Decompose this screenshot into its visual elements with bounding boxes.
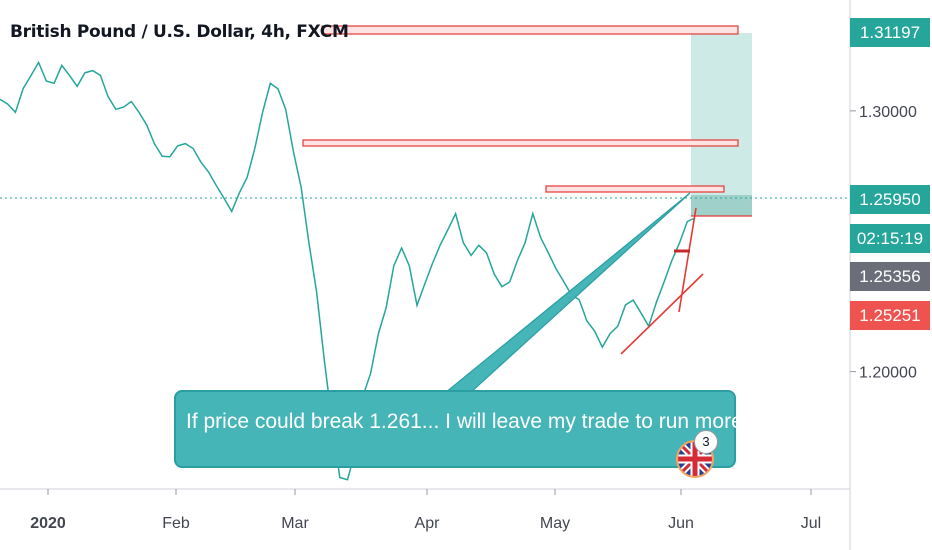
time-tick-label: Mar	[281, 515, 309, 532]
price-tick-label: 1.20000	[859, 365, 917, 382]
resistance-zone-current	[545, 185, 725, 193]
time-tick-label: Jun	[668, 515, 694, 532]
trendline-steep	[678, 207, 697, 313]
price-series-line	[0, 60, 696, 481]
time-tick-label: Feb	[162, 515, 190, 532]
time-tick-label: Apr	[415, 515, 441, 532]
time-tick-label: Jul	[801, 515, 821, 532]
time-tick-label: May	[540, 515, 570, 532]
trendline-support	[620, 273, 704, 355]
resistance-zone-mid	[302, 139, 739, 147]
chart-title: British Pound / U.S. Dollar, 4h, FXCM	[10, 22, 349, 42]
price-axis: 1.30000 1.20000	[850, 104, 917, 382]
price-tag-level-low: 1.25251	[850, 301, 930, 330]
callout-pointer	[443, 192, 691, 394]
events-count-badge[interactable]: 3	[694, 430, 718, 454]
price-tag-target: 1.31197	[850, 18, 930, 47]
price-tag-current: 1.25950	[850, 185, 930, 214]
price-tag-level-mid: 1.25356	[850, 262, 930, 291]
price-tick-label: 1.30000	[859, 104, 917, 121]
annotation-text: If price could break 1.261... I will lea…	[186, 410, 743, 433]
resistance-zone-top	[321, 25, 739, 35]
annotation-callout[interactable]	[174, 390, 736, 468]
time-tick-label: 2020	[30, 515, 66, 532]
stop-zone	[691, 195, 752, 216]
countdown-tag: 02:15:19	[850, 224, 930, 253]
time-axis: 2020 Feb Mar Apr May Jun Jul	[30, 489, 821, 532]
